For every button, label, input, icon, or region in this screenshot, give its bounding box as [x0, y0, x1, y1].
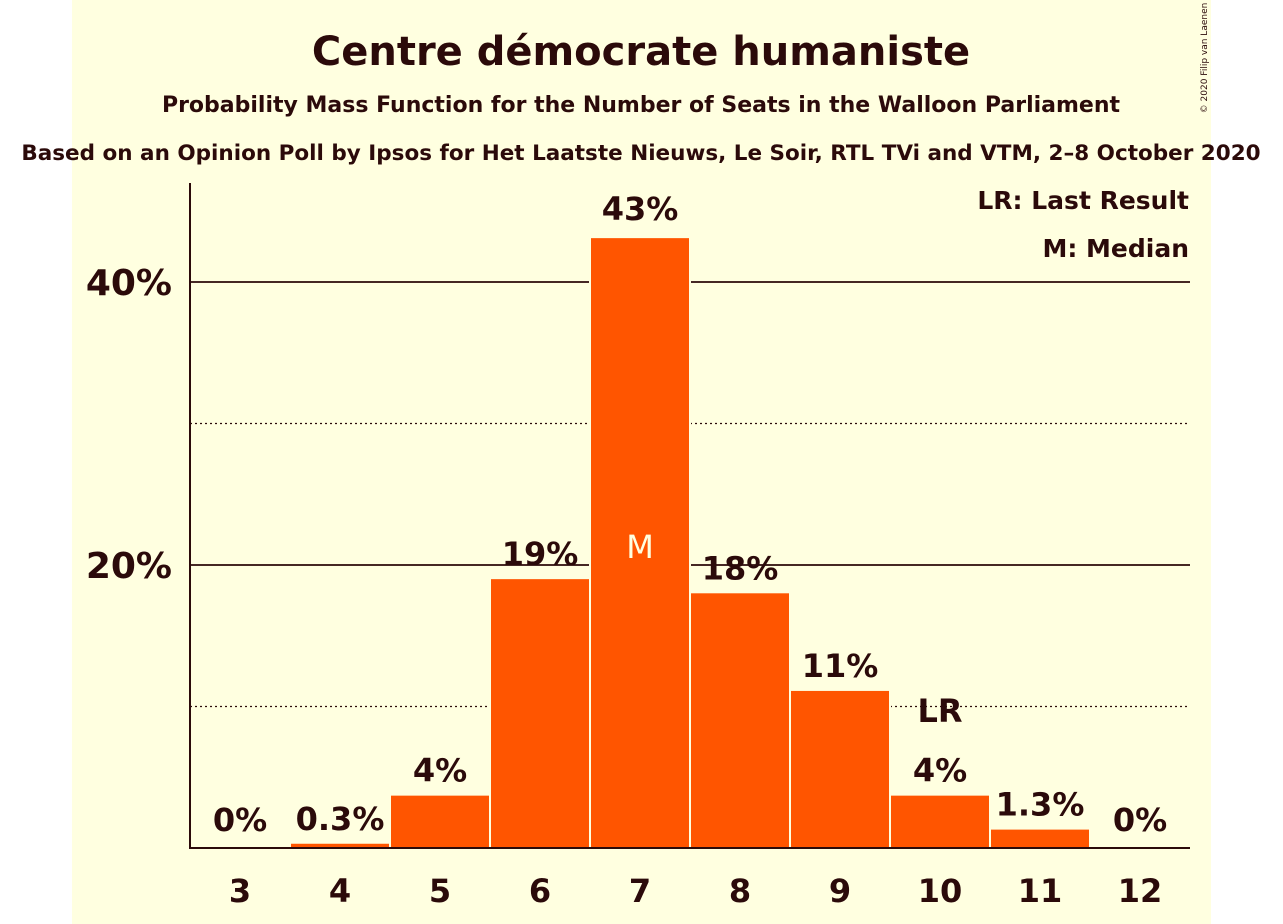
value-label: 0% [1113, 801, 1167, 839]
bar-seats-9 [791, 690, 889, 848]
bar-seats-8 [691, 593, 789, 848]
value-label: 4% [413, 752, 467, 790]
chart-title: Centre démocrate humaniste [312, 29, 970, 75]
value-label: 4% [913, 752, 967, 790]
bars [289, 238, 1091, 848]
x-tick-label: 10 [918, 872, 963, 910]
x-tick-label: 12 [1118, 872, 1163, 910]
y-tick-label: 40% [86, 263, 172, 304]
x-tick-label: 6 [529, 872, 551, 910]
x-tick-label: 7 [629, 872, 651, 910]
x-tick-label: 4 [329, 872, 351, 910]
bar-seats-10 [891, 795, 989, 848]
labels: 0% 3 0.3% 4 4% 5 19% 6 43% 7 M 18% 8 11% 9 4% 10 LR 1.3% 11… [213, 190, 1167, 910]
legend-last-result: LR: Last Result [977, 186, 1189, 215]
x-tick-label: 5 [429, 872, 451, 910]
value-label: 0.3% [296, 800, 385, 838]
chart-subtitle: Probability Mass Function for the Number… [162, 93, 1121, 118]
x-tick-label: 11 [1018, 872, 1063, 910]
copyright-note: © 2020 Filip van Laenen [1200, 3, 1210, 114]
value-label: 43% [602, 190, 679, 228]
x-tick-label: 8 [729, 872, 751, 910]
chart-subtitle-source: Based on an Opinion Poll by Ipsos for He… [21, 141, 1260, 166]
x-tick-label: 9 [829, 872, 851, 910]
legend-median: M: Median [1042, 234, 1189, 263]
bar-seats-4 [291, 843, 389, 848]
x-tick-label: 3 [229, 872, 251, 910]
last-result-marker: LR [917, 692, 962, 730]
value-label: 1.3% [996, 786, 1085, 824]
value-label: 0% [213, 801, 267, 839]
median-marker: M [626, 528, 654, 566]
bar-seats-7 [591, 238, 689, 848]
value-label: 19% [502, 535, 579, 573]
bar-seats-5 [391, 795, 489, 848]
bar-seats-11 [991, 829, 1089, 848]
bar-seats-6 [491, 579, 589, 848]
value-label: 18% [702, 549, 779, 587]
y-tick-label: 20% [86, 546, 172, 587]
value-label: 11% [802, 647, 879, 685]
